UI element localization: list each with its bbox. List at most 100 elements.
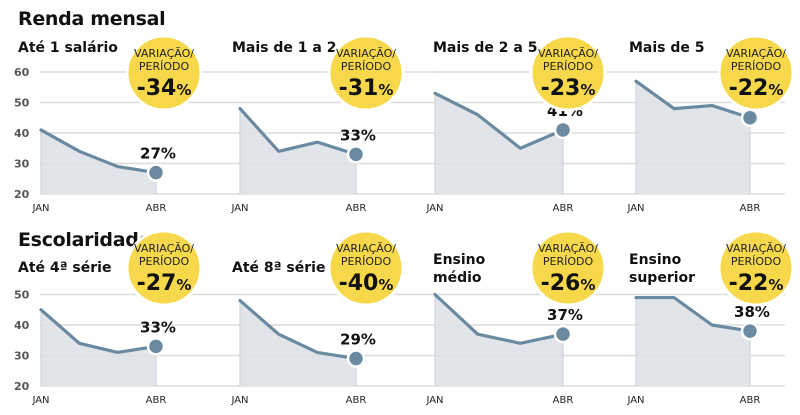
end-value-label: 29% (340, 331, 376, 349)
panel-title: Mais de 2 a 5 (433, 40, 537, 56)
series-line (238, 106, 358, 156)
panel-title-line: Ensino (629, 252, 682, 268)
y-tick-label: 30 (14, 350, 30, 363)
variation-number: -23 (541, 76, 581, 101)
area-fill (435, 93, 563, 194)
variation-percent-sign: % (176, 276, 191, 294)
panel-title: Até 1 salário (18, 40, 118, 56)
series-line (634, 79, 752, 120)
variation-percent-sign: % (176, 81, 191, 99)
bubble-label-line1: VARIAÇÃO/ (134, 47, 194, 60)
variation-bubble (717, 34, 795, 112)
x-tick-label: ABR (346, 203, 367, 214)
bubble-label-line2: PERÍODO (139, 255, 190, 268)
variation-number: -22 (729, 76, 769, 101)
panel-title-line: superior (629, 270, 695, 286)
series-line (238, 299, 358, 361)
variation-value: -31% (339, 76, 394, 101)
variation-value: -23% (541, 76, 596, 101)
variation-bubble (125, 34, 203, 112)
end-value-label: 27% (140, 145, 176, 163)
bubble-label-line1: VARIAÇÃO/ (538, 242, 598, 255)
variation-number: -40 (339, 271, 379, 296)
bubble-label-line2: PERÍODO (341, 255, 392, 268)
panel-title: Até 4ª série (18, 260, 111, 276)
bubble-label-line2: PERÍODO (731, 60, 782, 73)
end-value-label: 38% (734, 303, 770, 321)
variation-number: -27 (137, 271, 177, 296)
bubble-label-line2: PERÍODO (543, 60, 594, 73)
x-tick-label: JAN (31, 203, 49, 214)
variation-number: -22 (729, 271, 769, 296)
area-fill (41, 129, 156, 194)
end-value-label: 37% (547, 306, 583, 324)
panel-title-line: Ensino (433, 252, 486, 268)
variation-bubble (327, 34, 405, 112)
x-tick-label: JAN (31, 395, 49, 406)
section-title-renda: Renda mensal (18, 8, 166, 30)
x-tick-label: ABR (146, 203, 167, 214)
y-tick-label: 50 (14, 97, 30, 110)
x-tick-label: ABR (553, 203, 574, 214)
x-tick-label: JAN (425, 203, 443, 214)
end-point-marker (346, 145, 366, 164)
variation-bubble (125, 229, 203, 307)
bubble-label-line2: PERÍODO (139, 60, 190, 73)
bubble-label-line1: VARIAÇÃO/ (336, 242, 396, 255)
variation-bubble (717, 229, 795, 307)
x-tick-label: ABR (346, 395, 367, 406)
variation-percent-sign: % (768, 81, 783, 99)
x-tick-label: JAN (425, 395, 443, 406)
panel-title: Mais de 5 (629, 40, 705, 56)
variation-percent-sign: % (580, 81, 595, 99)
y-tick-label: 40 (14, 319, 30, 332)
x-tick-label: JAN (230, 203, 248, 214)
variation-percent-sign: % (378, 81, 393, 99)
bubble-label-line1: VARIAÇÃO/ (336, 47, 396, 60)
end-point-marker (146, 337, 166, 356)
area-fill (636, 297, 750, 386)
bubble-label-line2: PERÍODO (543, 255, 594, 268)
variation-value: -40% (339, 271, 394, 296)
variation-number: -34 (137, 76, 177, 101)
end-point-marker (146, 163, 166, 182)
bubble-label-line1: VARIAÇÃO/ (134, 242, 194, 255)
section-title-escolaridade: Escolaridade (18, 229, 152, 251)
end-value-label: 33% (140, 318, 176, 336)
variation-percent-sign: % (378, 276, 393, 294)
x-tick-label: ABR (146, 395, 167, 406)
variation-percent-sign: % (768, 276, 783, 294)
bubble-label-line1: VARIAÇÃO/ (538, 47, 598, 60)
y-tick-label: 20 (14, 380, 30, 393)
variation-percent-sign: % (580, 276, 595, 294)
bubble-label-line2: PERÍODO (341, 60, 392, 73)
y-tick-label: 60 (14, 66, 30, 79)
end-point-marker (553, 120, 573, 140)
end-point-marker (346, 349, 366, 368)
area-fill (240, 108, 356, 194)
variation-bubble (529, 229, 607, 307)
end-point-marker (740, 321, 760, 341)
x-tick-label: JAN (626, 395, 644, 406)
series-line (634, 295, 752, 333)
series-line (39, 308, 158, 355)
variation-bubble (327, 229, 405, 307)
x-tick-label: JAN (230, 395, 248, 406)
x-tick-label: ABR (553, 395, 574, 406)
y-tick-label: 50 (14, 289, 30, 302)
y-tick-label: 30 (14, 158, 30, 171)
end-point-marker (553, 324, 573, 344)
bubble-label-line2: PERÍODO (731, 255, 782, 268)
panel-title: Mais de 1 a 2 (232, 40, 336, 56)
series-line (39, 128, 158, 175)
bubble-label-line1: VARIAÇÃO/ (726, 242, 786, 255)
variation-number: -26 (541, 271, 581, 296)
variation-value: -27% (137, 271, 192, 296)
series-line (433, 91, 565, 150)
variation-value: -26% (541, 271, 596, 296)
variation-bubble (529, 34, 607, 112)
x-tick-label: JAN (626, 203, 644, 214)
end-point-marker (740, 108, 760, 127)
variation-value: -34% (137, 76, 192, 101)
